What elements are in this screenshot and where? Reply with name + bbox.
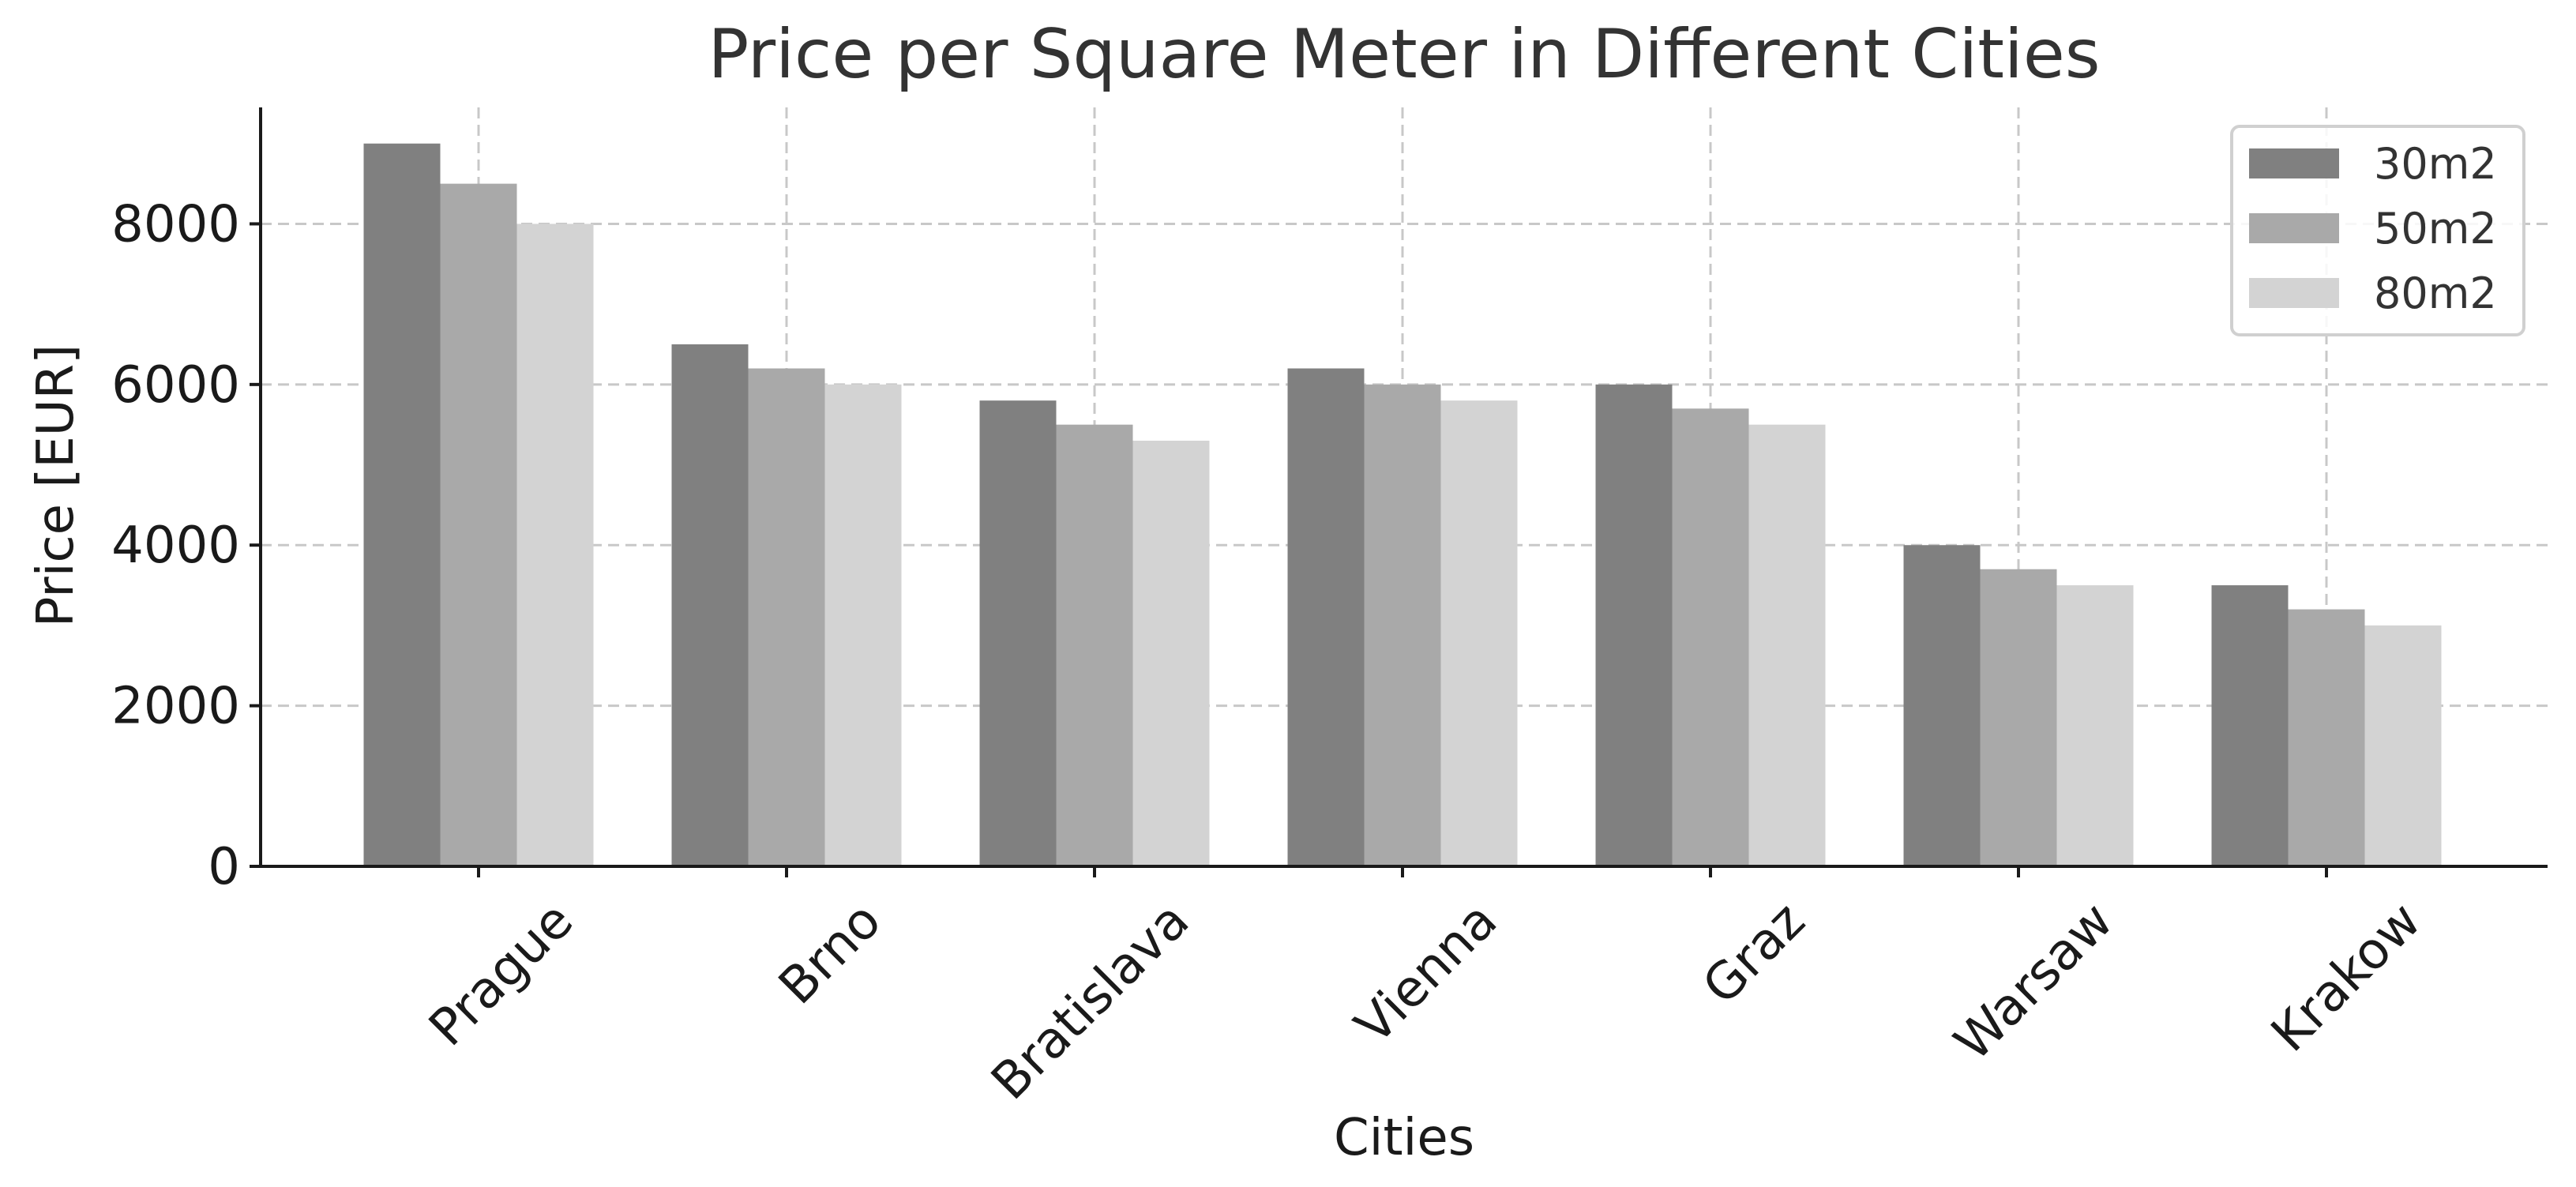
legend-swatch-30m2 bbox=[2249, 148, 2339, 178]
y-tick-label: 0 bbox=[208, 838, 240, 896]
legend-label-50m2: 50m2 bbox=[2374, 204, 2497, 254]
x-axis-label: Cities bbox=[1334, 1109, 1474, 1167]
bar-brno-30m2 bbox=[671, 344, 749, 866]
bar-graz-80m2 bbox=[1748, 424, 1826, 866]
bar-brno-50m2 bbox=[748, 368, 825, 866]
bar-bratislava-30m2 bbox=[979, 400, 1057, 866]
legend-swatch-50m2 bbox=[2249, 213, 2339, 243]
x-tick-label-graz: Graz bbox=[1692, 892, 1816, 1016]
y-tick-label: 4000 bbox=[111, 516, 240, 575]
bar-vienna-80m2 bbox=[1440, 400, 1518, 866]
bar-vienna-30m2 bbox=[1287, 368, 1365, 866]
bar-warsaw-80m2 bbox=[2056, 585, 2134, 866]
axes bbox=[250, 107, 2548, 877]
chart-title: Price per Square Meter in Different Citi… bbox=[708, 15, 2100, 94]
x-tick-label-prague: Prague bbox=[419, 892, 584, 1057]
bar-warsaw-30m2 bbox=[1903, 545, 1981, 866]
bar-prague-50m2 bbox=[440, 183, 517, 866]
bar-graz-50m2 bbox=[1672, 408, 1749, 866]
x-tick-label-brno: Brno bbox=[768, 892, 893, 1016]
bar-bratislava-50m2 bbox=[1056, 424, 1133, 866]
bar-krakow-80m2 bbox=[2364, 625, 2442, 866]
x-tick-label-bratislava: Bratislava bbox=[981, 892, 1200, 1111]
bar-krakow-50m2 bbox=[2288, 609, 2365, 866]
bar-warsaw-50m2 bbox=[1980, 569, 2057, 866]
bars bbox=[363, 143, 2442, 866]
x-tick-label-warsaw: Warsaw bbox=[1943, 892, 2124, 1072]
bar-bratislava-80m2 bbox=[1132, 441, 1210, 866]
legend: 30m2 50m2 80m2 bbox=[2230, 125, 2525, 336]
bar-prague-80m2 bbox=[516, 224, 594, 866]
y-tick-label: 8000 bbox=[111, 195, 240, 254]
y-tick-label: 2000 bbox=[111, 678, 240, 736]
y-axis-label: Price [EUR] bbox=[27, 344, 85, 627]
legend-label-80m2: 80m2 bbox=[2374, 269, 2497, 318]
bar-graz-30m2 bbox=[1595, 384, 1673, 866]
bar-brno-80m2 bbox=[824, 384, 902, 866]
legend-swatch-80m2 bbox=[2249, 278, 2339, 308]
legend-label-30m2: 30m2 bbox=[2374, 139, 2497, 189]
x-tick-label-krakow: Krakow bbox=[2260, 892, 2432, 1064]
bar-prague-30m2 bbox=[363, 143, 441, 866]
bar-krakow-30m2 bbox=[2211, 585, 2289, 866]
bar-vienna-50m2 bbox=[1364, 384, 1441, 866]
x-tick-label-vienna: Vienna bbox=[1344, 892, 1508, 1056]
y-tick-label: 6000 bbox=[111, 356, 240, 415]
